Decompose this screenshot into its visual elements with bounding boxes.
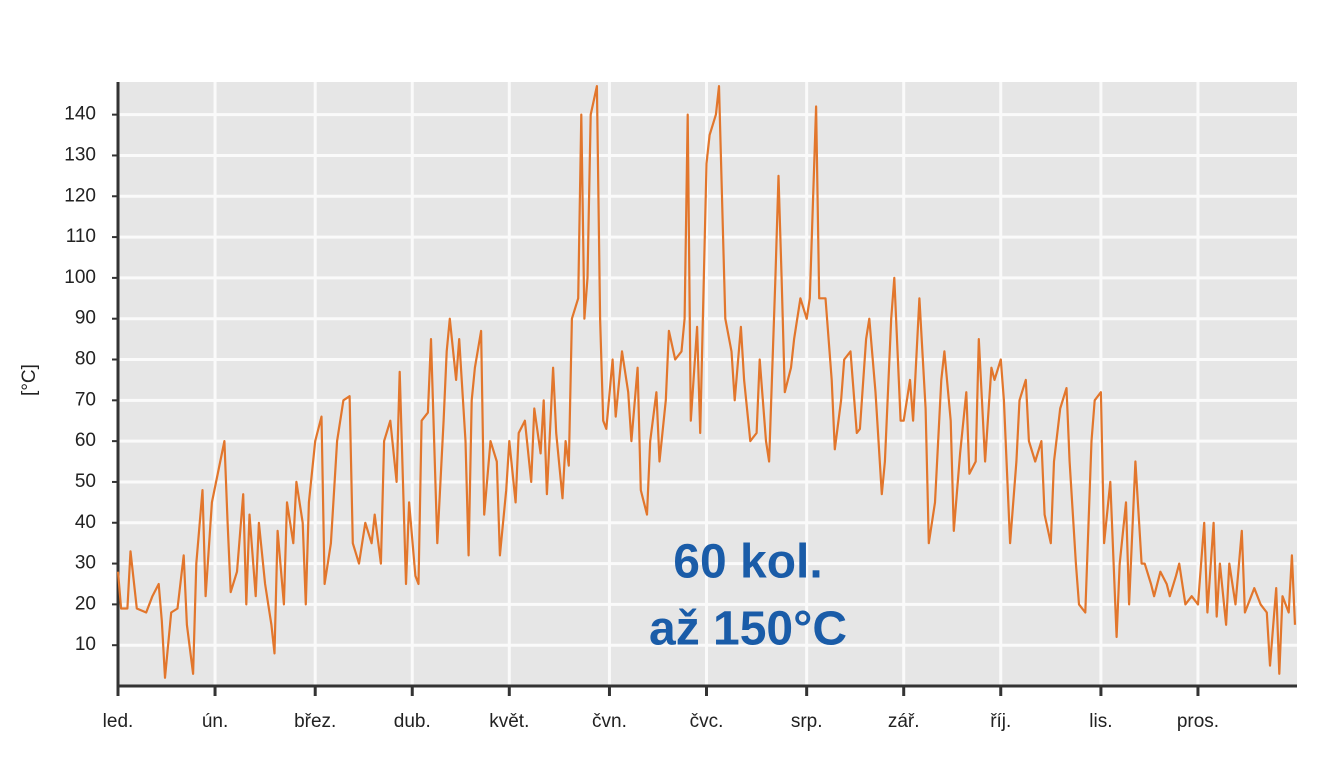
y-tick-label: 90 — [75, 308, 96, 329]
y-tick-label: 100 — [64, 267, 96, 288]
x-tick-label: lis. — [1089, 711, 1112, 732]
annotation: až 150°C — [649, 603, 847, 656]
x-tick-label: ún. — [202, 711, 228, 732]
y-tick-label: 110 — [66, 226, 96, 247]
x-tick-label: břez. — [294, 711, 336, 732]
x-tick-label: dub. — [394, 711, 431, 732]
x-tick-label: květ. — [489, 711, 529, 732]
y-axis-label: [°C] — [19, 364, 40, 396]
x-tick-label: pros. — [1177, 711, 1219, 732]
y-tick-label: 30 — [75, 553, 96, 574]
y-tick-label: 70 — [75, 389, 96, 410]
y-tick-label: 120 — [64, 185, 96, 206]
y-tick-label: 40 — [75, 512, 96, 533]
y-tick-label: 130 — [64, 144, 96, 165]
data-line — [116, 85, 1297, 679]
x-tick-label: čvc. — [690, 711, 724, 732]
x-tick-label: říj. — [990, 711, 1011, 732]
x-tick-label: čvn. — [592, 711, 627, 732]
y-tick-label: 20 — [75, 593, 96, 614]
x-tick-label: led. — [103, 711, 134, 732]
annotation: 60 kol. — [673, 536, 822, 589]
y-tick-label: 60 — [75, 430, 96, 451]
x-tick-label: zář. — [888, 711, 920, 732]
y-tick-label: 10 — [75, 634, 96, 655]
y-tick-label: 80 — [75, 349, 96, 370]
y-tick-label: 50 — [75, 471, 96, 492]
x-tick-label: srp. — [791, 711, 823, 732]
y-tick-label: 140 — [64, 104, 96, 125]
